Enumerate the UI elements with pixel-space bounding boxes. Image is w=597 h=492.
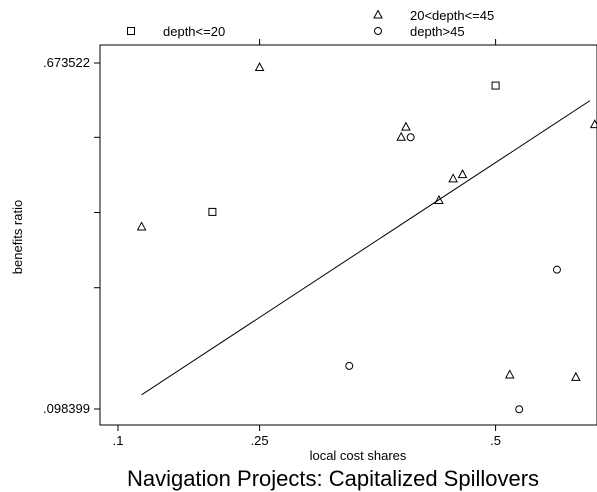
point-triangle: [434, 194, 444, 204]
legend-label: depth>45: [410, 24, 465, 39]
point-triangle: [589, 119, 597, 129]
point-triangle: [396, 131, 407, 141]
chart-title: Navigation Projects: Capitalized Spillov…: [127, 466, 539, 491]
point-triangle: [571, 371, 581, 381]
legend-marker-triangle: [373, 9, 383, 19]
point-circle: [345, 361, 354, 370]
data-points: [136, 61, 597, 414]
x-axis-label: local cost shares: [310, 448, 407, 463]
point-square: [208, 207, 217, 216]
point-triangle: [504, 369, 515, 379]
point-triangle: [136, 221, 147, 231]
point-circle: [406, 133, 415, 142]
point-triangle: [254, 61, 265, 72]
legend-marker-square: [127, 27, 135, 35]
x-tick-label: .25: [251, 433, 269, 448]
point-triangle: [401, 121, 411, 131]
point-circle: [515, 405, 524, 414]
ticks: .1 .25 .5 .673522 .098399: [43, 39, 501, 448]
plot-frame: [99, 44, 597, 426]
point-triangle: [457, 169, 468, 179]
y-tick-label: .673522: [43, 55, 90, 70]
x-tick-label: .5: [490, 433, 501, 448]
y-tick-label: .098399: [43, 401, 90, 416]
point-circle: [552, 265, 561, 274]
legend-marker-circle: [374, 27, 382, 35]
legend-label: depth<=20: [163, 24, 225, 39]
legend-label: 20<depth<=45: [410, 8, 494, 23]
y-axis-label: benefits ratio: [10, 200, 25, 274]
fit-line: [141, 100, 591, 396]
point-square: [491, 81, 500, 90]
point-triangle: [448, 173, 458, 183]
x-tick-label: .1: [113, 433, 124, 448]
